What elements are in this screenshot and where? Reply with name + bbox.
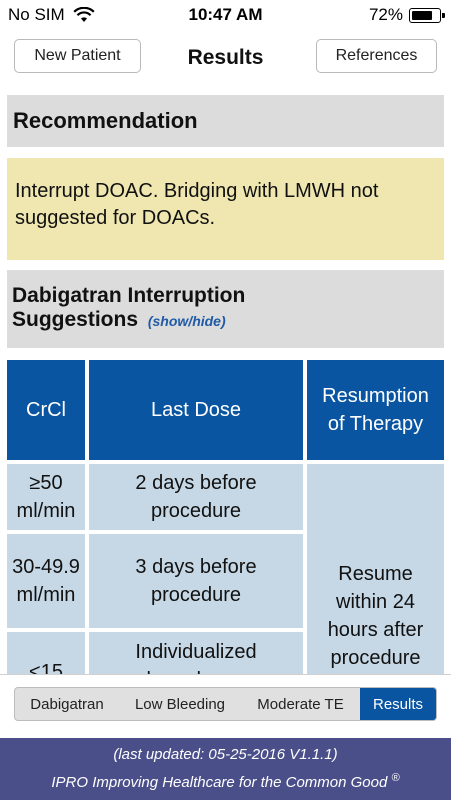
wifi-icon: [73, 7, 95, 22]
footer-tagline: IPRO Improving Healthcare for the Common…: [51, 774, 388, 791]
battery-percent: 72%: [368, 5, 403, 24]
navigation-bar: New Patient Results References: [0, 30, 451, 85]
new-patient-button[interactable]: New Patient: [14, 39, 141, 73]
show-hide-link[interactable]: (show/hide): [147, 313, 226, 329]
tab-moderate-te[interactable]: Moderate TE: [257, 695, 344, 713]
references-button[interactable]: References: [316, 39, 437, 73]
last-updated-text: (last updated: 05-25-2016 V1.1.1): [113, 746, 338, 763]
row2-crcl: 30-49.9 ml/min: [7, 534, 85, 628]
recommendation-header: Recommendation: [7, 95, 444, 147]
carrier-group: No SIM: [8, 5, 95, 25]
row3-crcl: <15: [7, 632, 85, 674]
row3-last-dose: Individualized based on...: [89, 632, 303, 674]
status-bar: No SIM 10:47 AM 72%: [0, 0, 451, 30]
row1-last-dose: 2 days before procedure: [89, 464, 303, 530]
clock: 10:47 AM: [188, 5, 263, 24]
battery-icon: [409, 7, 445, 23]
segmented-control: Dabigatran Low Bleeding Moderate TE Resu…: [14, 687, 437, 721]
recommendation-text: Interrupt DOAC. Bridging with LMWH not s…: [7, 158, 444, 260]
dabigatran-header: Dabigatran Interruption Suggestions (sho…: [7, 270, 444, 348]
footer: (last updated: 05-25-2016 V1.1.1) IPRO I…: [0, 738, 451, 800]
row2-last-dose: 3 days before procedure: [89, 534, 303, 628]
dabigatran-heading-line2: Suggestions: [12, 308, 139, 331]
header-last-dose: Last Dose: [89, 360, 303, 460]
resumption-cell: Resume within 24 hours after procedure: [307, 464, 444, 674]
footer-tagline-line: IPRO Improving Healthcare for the Common…: [0, 772, 451, 791]
recommendation-heading: Recommendation: [13, 108, 198, 133]
header-resumption: Resumption of Therapy: [307, 360, 444, 460]
row1-crcl: ≥50 ml/min: [7, 464, 85, 530]
tab-results[interactable]: Results: [360, 688, 436, 720]
battery-group: 72%: [368, 5, 445, 25]
dabigatran-heading-line1: Dabigatran Interruption: [12, 284, 246, 307]
tab-dabigatran[interactable]: Dabigatran: [30, 695, 104, 713]
header-crcl: CrCl: [7, 360, 85, 460]
registered-mark: ®: [391, 772, 400, 784]
tab-bar: Dabigatran Low Bleeding Moderate TE Resu…: [0, 674, 451, 739]
results-scroll-area[interactable]: Recommendation Interrupt DOAC. Bridging …: [0, 85, 451, 674]
tab-low-bleeding[interactable]: Low Bleeding: [134, 695, 226, 713]
carrier-label: No SIM: [8, 5, 65, 24]
